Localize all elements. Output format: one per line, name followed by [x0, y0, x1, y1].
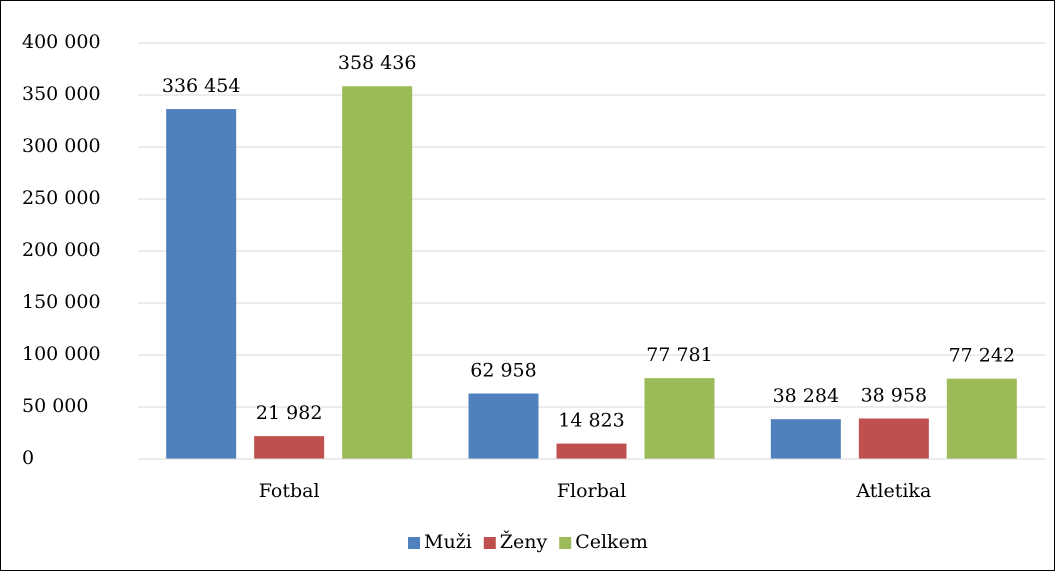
bar	[342, 86, 413, 459]
bar	[166, 109, 237, 460]
x-tick-label: Fotbal	[259, 480, 320, 502]
legend-label: Ženy	[500, 530, 548, 553]
legend-swatch	[408, 537, 420, 549]
bar	[858, 418, 929, 459]
data-label: 336 454	[162, 75, 241, 97]
legend-label: Celkem	[575, 531, 648, 553]
data-label: 21 982	[256, 402, 322, 424]
y-tick-label: 200 000	[22, 239, 101, 261]
y-tick-label: 50 000	[22, 395, 88, 417]
legend-label: Muži	[424, 531, 472, 553]
data-label: 358 436	[338, 52, 417, 74]
y-tick-label: 250 000	[22, 187, 101, 209]
y-tick-label: 350 000	[22, 83, 101, 105]
y-tick-label: 0	[22, 447, 34, 469]
data-label: 77 242	[949, 345, 1015, 367]
data-label: 38 284	[773, 385, 839, 407]
data-label: 38 958	[861, 384, 927, 406]
bar	[468, 393, 539, 459]
data-label: 14 823	[558, 410, 624, 432]
bar	[254, 436, 325, 459]
data-label: 62 958	[470, 360, 536, 382]
bar	[556, 443, 627, 459]
data-label: 77 781	[646, 344, 712, 366]
legend-swatch	[483, 537, 496, 549]
bar	[946, 378, 1017, 459]
bar	[644, 378, 715, 459]
y-tick-label: 300 000	[22, 135, 101, 157]
y-tick-label: 150 000	[22, 291, 101, 313]
bar	[770, 419, 841, 459]
y-tick-label: 400 000	[22, 31, 101, 53]
x-tick-label: Atletika	[855, 480, 931, 502]
legend-swatch	[559, 537, 572, 549]
y-tick-label: 100 000	[22, 343, 101, 365]
x-tick-label: Florbal	[557, 480, 626, 502]
